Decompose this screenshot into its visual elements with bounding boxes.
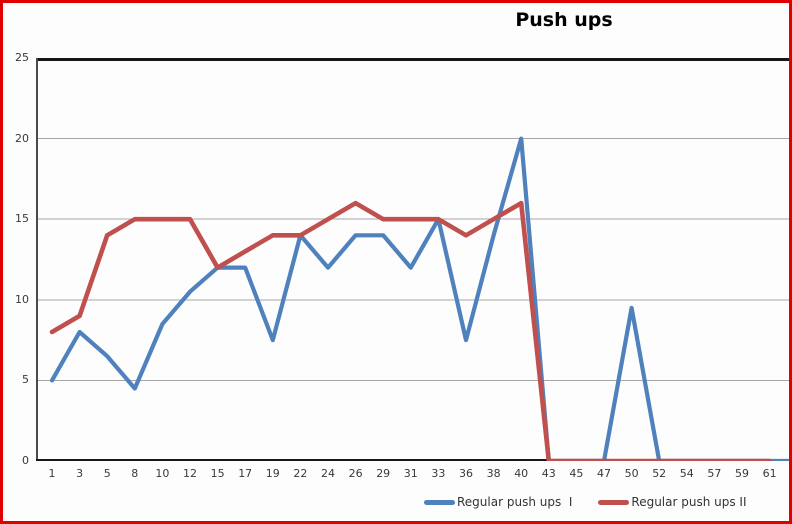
x-tick-label-33: 33: [431, 467, 446, 480]
x-tick-label-15: 15: [210, 467, 225, 480]
series-line-1: [49, 136, 789, 461]
chart-title: Push ups: [515, 9, 613, 31]
y-tick-label-25: 25: [15, 51, 29, 64]
x-tick-label-38: 38: [486, 467, 501, 480]
legend-label-series2: Regular push ups II: [631, 495, 747, 509]
y-tick-label-5: 5: [22, 373, 29, 387]
x-tick-label-22: 22: [293, 467, 308, 480]
x-tick-label-5: 5: [103, 467, 111, 480]
x-tick-label-8: 8: [131, 467, 139, 480]
legend: Regular push ups I Regular push ups II: [424, 495, 747, 509]
chart-canvas: [36, 58, 789, 461]
x-tick-label-17: 17: [238, 467, 253, 480]
plot-area: [36, 58, 789, 461]
legend-label-series1: Regular push ups I: [457, 495, 573, 509]
x-tick-label-50: 50: [624, 467, 639, 480]
x-tick-label-24: 24: [321, 467, 335, 480]
legend-item-series1: Regular push ups I: [424, 495, 572, 509]
x-tick-label-31: 31: [403, 467, 418, 480]
x-tick-label-54: 54: [679, 467, 694, 480]
x-tick-label-10: 10: [155, 467, 170, 480]
x-tick-label-43: 43: [541, 467, 556, 480]
x-tick-label-29: 29: [376, 467, 391, 480]
y-tick-label-0: 0: [22, 454, 29, 467]
x-tick-label-57: 57: [707, 467, 722, 480]
x-tick-label-61: 61: [762, 467, 777, 480]
x-tick-label-12: 12: [183, 467, 197, 480]
x-tick-label-26: 26: [348, 467, 363, 480]
x-tick-label-1: 1: [48, 467, 56, 480]
series-line-2: [49, 200, 772, 461]
x-tick-label-45: 45: [569, 467, 584, 480]
series2-line-marker-icon: [598, 499, 630, 505]
x-tick-label-59: 59: [735, 467, 749, 480]
x-tick-label-19: 19: [265, 467, 280, 480]
x-tick-label-3: 3: [76, 467, 84, 480]
series1-line-marker-icon: [424, 499, 455, 505]
legend-item-series2: Regular push ups II: [598, 495, 747, 509]
y-tick-label-10: 10: [15, 292, 29, 306]
y-tick-label-15: 15: [15, 212, 29, 226]
y-tick-label-20: 20: [15, 131, 29, 145]
x-tick-label-47: 47: [597, 467, 611, 480]
x-tick-label-52: 52: [652, 467, 667, 480]
x-tick-label-36: 36: [459, 467, 473, 480]
x-tick-label-40: 40: [514, 467, 529, 480]
